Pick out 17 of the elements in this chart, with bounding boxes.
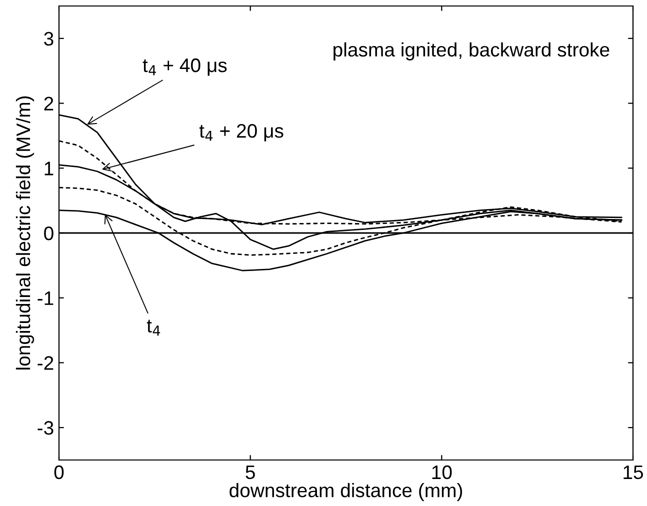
annotation: t$_{4}$ (146, 320, 160, 336)
x-tick-label: 15 (624, 466, 643, 480)
x-tick-label: 5 (246, 466, 255, 480)
y-tick-label: -1 (38, 292, 54, 305)
y-tick-label: 1 (44, 162, 54, 176)
y-tick-label: 0 (44, 226, 54, 240)
y-axis-title: longitudinal electric field (MV/m) (16, 96, 34, 370)
y-tick-label: -3 (38, 421, 54, 435)
y-tick-label: 2 (44, 96, 54, 110)
annotation: t$_{4}$ + 20 μs (199, 124, 284, 142)
y-tick-label: 3 (44, 32, 54, 46)
x-tick-label: 0 (54, 465, 64, 480)
y-tick-label: -2 (38, 356, 54, 370)
annotation: t$_{4}$ + 40 μs (142, 58, 227, 76)
x-axis-title: downstream distance (mm) (230, 482, 462, 502)
annotation: plasma ignited, backward stroke (334, 42, 610, 60)
x-tick-label: 10 (432, 465, 452, 480)
